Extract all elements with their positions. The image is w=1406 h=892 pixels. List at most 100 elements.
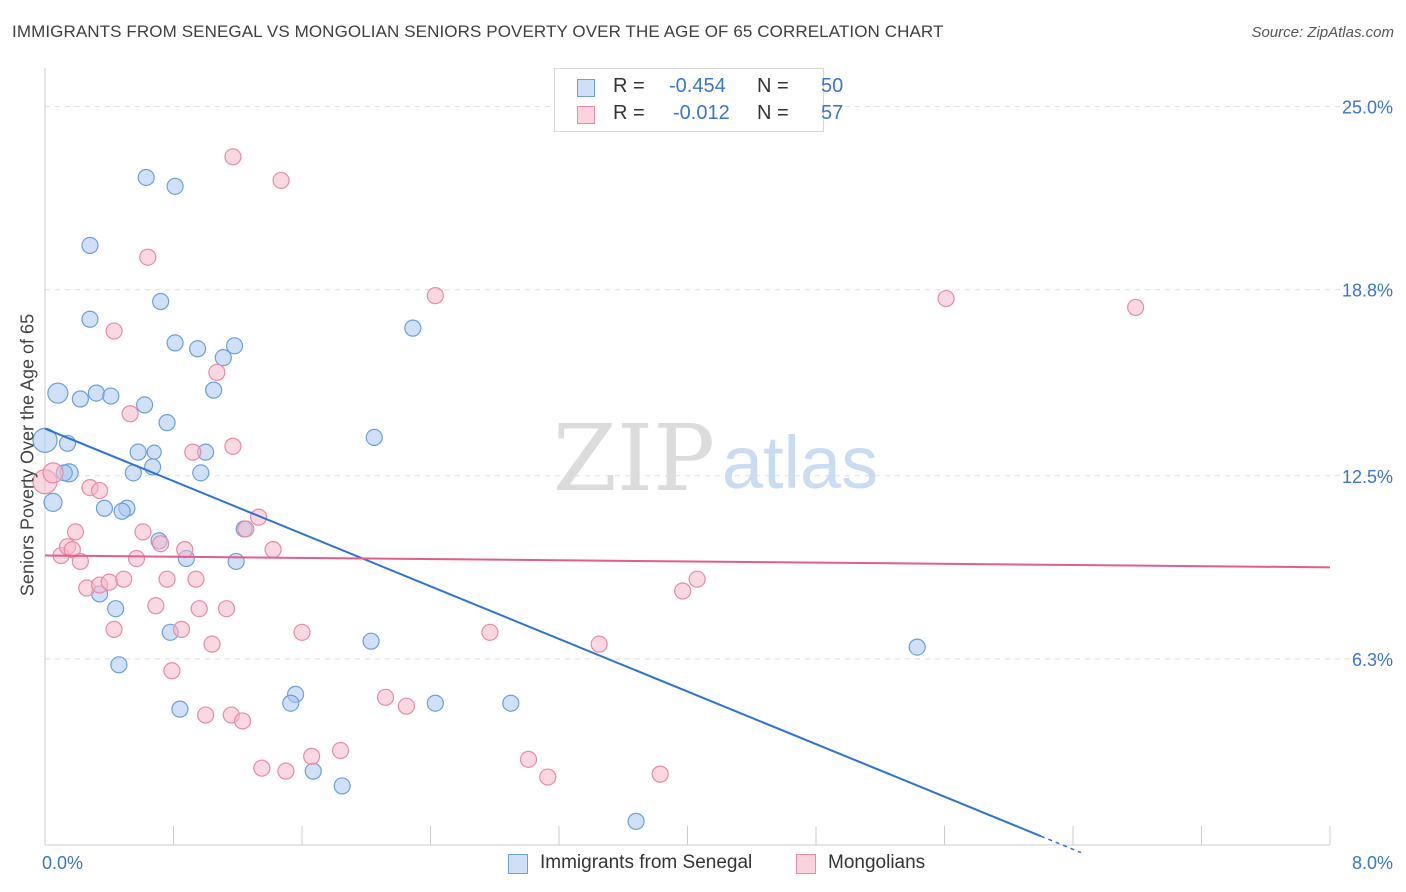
senegal-point [908,638,926,656]
senegal-point [107,600,125,618]
trend-lines [44,427,1331,854]
mongolians-point [217,600,236,618]
senegal-point [426,694,444,712]
mongolians-point [253,759,271,777]
mongolians-point [139,248,157,266]
y-tick-label: 25.0% [1342,98,1393,118]
senegal-point [135,396,154,414]
mongolians-point [163,662,181,680]
y-tick-label: 6.3% [1352,650,1393,670]
senegal-point [95,499,114,517]
senegal-point [282,694,300,712]
senegal-point [304,762,322,780]
mongolians-point [203,635,221,653]
senegal-point [362,632,380,650]
senegal-point [166,177,184,195]
r-value: -0.454 [669,75,726,97]
watermark: ZIP atlas [553,405,878,512]
senegal-trend-line [44,427,1042,838]
mongolians-point [127,549,146,568]
senegal-point [404,319,422,337]
mongolians-point [172,620,191,638]
legend-label: Mongolians [828,852,926,873]
mongolians-point [184,443,202,461]
x-tick-label: 0.0% [42,853,83,873]
mongolians-point [190,600,208,618]
senegal-point [71,390,89,408]
senegal-trend-extension [1040,835,1082,854]
mongolians-point [590,635,608,653]
mongolians-point [272,171,290,190]
mongolians-point [121,405,139,423]
source-label: Source: ZipAtlas.com [1251,24,1394,41]
stats-legend: R = -0.454 N = 50 R = -0.012 N = 57 [554,68,843,132]
mongolians-point [105,322,123,340]
mongolians-point [481,623,499,641]
mongolians-point [91,481,109,500]
mongolians-point [651,765,669,783]
senegal-point [502,694,520,712]
senegal-point [166,334,184,352]
tick-labels: 6.3% 12.5% 18.8% 25.0% 0.0% 8.0% [42,98,1393,873]
data-points [32,148,1145,830]
senegal-point [81,236,99,255]
mongolians-point [303,747,321,765]
mongolians-point [66,523,85,541]
mongolians-point [152,535,170,553]
mongolians-point [63,541,81,559]
x-tick-label: 8.0% [1352,853,1393,873]
senegal-point [102,387,120,405]
mongolians-point [233,712,252,730]
mongolians-point [937,289,955,308]
mongolians-point [293,623,311,641]
senegal-point [43,492,63,512]
senegal-point [152,292,170,311]
mongolians-point [224,148,242,166]
watermark-atlas: atlas [722,421,878,504]
mongolians-point [674,582,692,600]
mongolians-point [208,363,226,382]
mongolians-point [224,437,242,455]
mongolians-point [688,570,706,588]
y-axis-title: Seniors Poverty Over the Age of 65 [17,313,38,597]
senegal-point [333,777,351,795]
axes [44,68,1331,846]
mongolians-point [1127,298,1145,317]
mongolians-point [331,741,350,760]
mongolians-point [147,597,165,615]
n-value: 50 [821,75,844,97]
mongolians-swatch [577,106,595,124]
senegal-point [137,168,155,187]
mongolians-point [134,523,152,541]
y-tick-label: 12.5% [1342,467,1393,487]
y-tick-label: 18.8% [1342,281,1393,301]
mongolians-point [250,508,268,526]
mongolians-point [187,570,205,588]
senegal-point [110,656,128,674]
watermark-zip: ZIP [553,405,715,512]
senegal-point [158,414,176,432]
r-label: R = [613,75,645,97]
chart-title: IMMIGRANTS FROM SENEGAL VS MONGOLIAN SEN… [12,22,944,41]
mongolians-point [42,462,64,484]
senegal-point [113,502,131,520]
mongolians-point [176,541,194,559]
gridlines [45,106,1392,660]
senegal-point [129,443,147,461]
mongolians-trend-line [44,554,1331,569]
senegal-point [146,444,162,460]
senegal-point [188,340,207,358]
n-value: 57 [821,102,844,124]
senegal-point [47,382,69,404]
mongolians-point [115,570,133,588]
mongolians-point [158,570,176,588]
senegal-point [627,812,645,830]
senegal-swatch [577,79,595,97]
senegal-point [225,337,244,355]
senegal-legend-swatch [508,854,528,874]
n-label: N = [757,102,789,124]
mongolians-point [397,697,416,715]
mongolians-point [237,520,255,538]
r-value: -0.012 [673,102,730,124]
senegal-point [87,384,106,402]
